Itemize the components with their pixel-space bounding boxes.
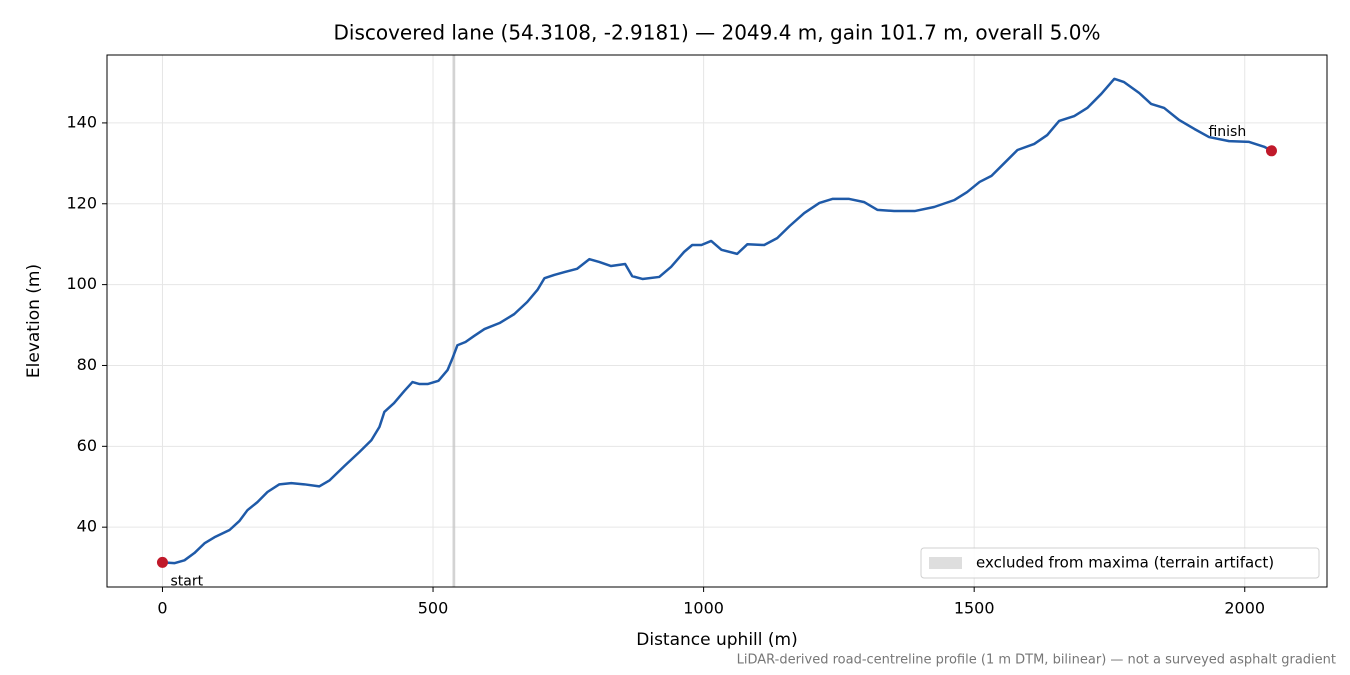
endpoint-marker xyxy=(1265,145,1277,157)
y-tick-label: 140 xyxy=(66,112,97,131)
x-tick-label: 1000 xyxy=(683,599,724,618)
excluded-span xyxy=(452,55,456,587)
y-tick-label: 40 xyxy=(77,517,97,536)
x-tick-label: 1500 xyxy=(954,599,995,618)
chart-title: Discovered lane (54.3108, -2.9181) — 204… xyxy=(333,21,1100,45)
annotation: start xyxy=(170,573,203,589)
elevation-line xyxy=(162,77,1273,565)
plot-frame xyxy=(106,54,1328,588)
footnote: LiDAR-derived road-centreline profile (1… xyxy=(737,653,1336,668)
legend-label: excluded from maxima (terrain artifact) xyxy=(976,554,1274,572)
x-tick-label: 0 xyxy=(157,599,167,618)
annotation: finish xyxy=(1208,124,1246,140)
y-tick-label: 80 xyxy=(77,355,97,374)
y-tick-label: 60 xyxy=(77,436,97,455)
x-tick-label: 2000 xyxy=(1224,599,1265,618)
y-tick-label: 120 xyxy=(66,193,97,212)
x-axis-label: Distance uphill (m) xyxy=(636,630,797,650)
x-tick-label: 500 xyxy=(418,599,449,618)
endpoint-marker xyxy=(156,556,168,568)
y-axis-label: Elevation (m) xyxy=(24,264,44,378)
y-tick-label: 100 xyxy=(66,274,97,293)
legend-swatch xyxy=(929,557,962,569)
legend-box xyxy=(920,547,1320,579)
